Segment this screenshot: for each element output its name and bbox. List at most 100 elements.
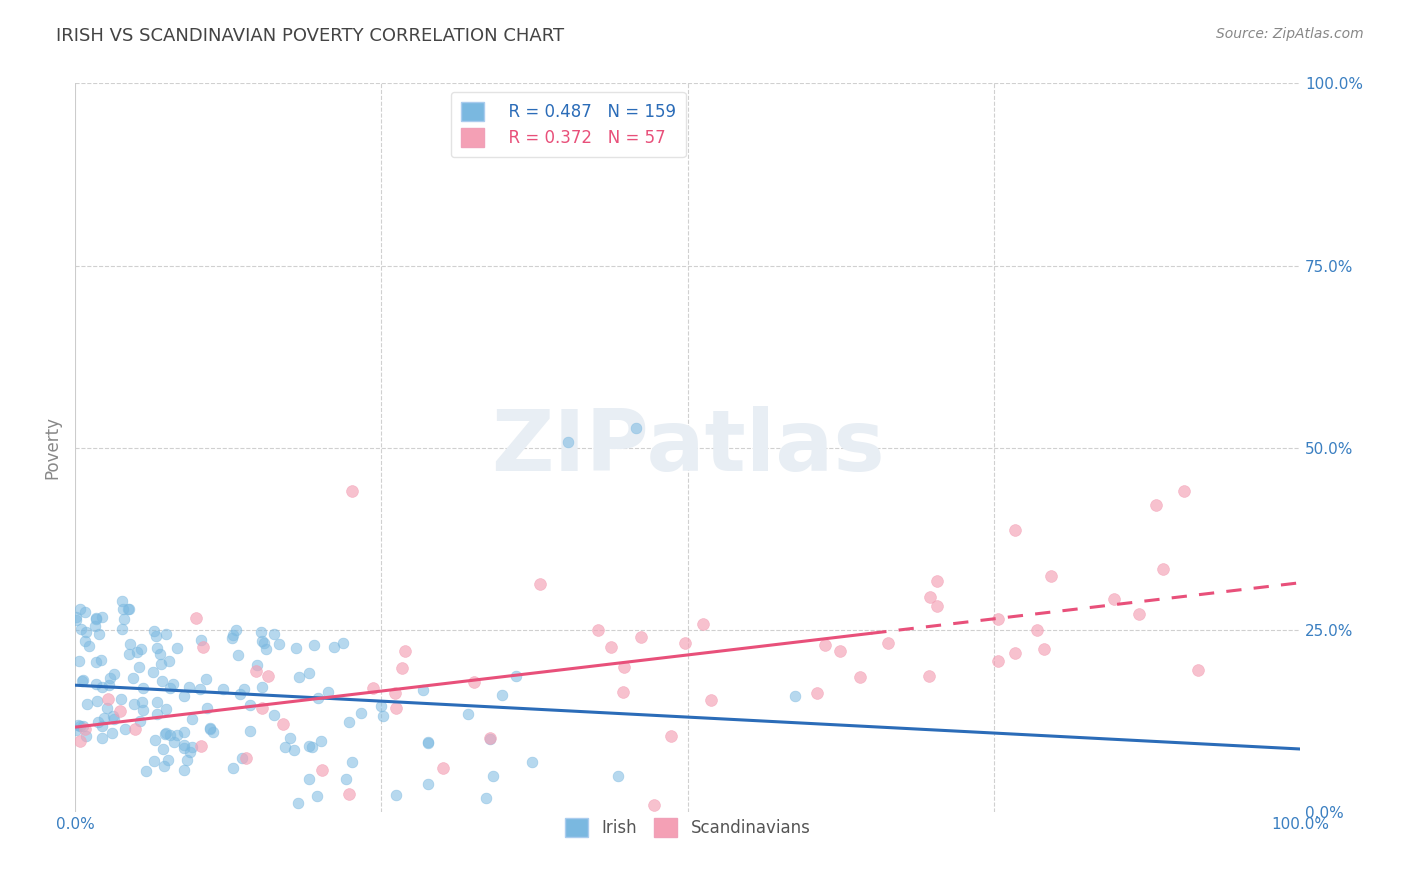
- Point: [806, 686, 828, 700]
- Point: [350, 706, 373, 720]
- Point: [166, 728, 188, 742]
- Point: [177, 680, 200, 694]
- Point: [179, 745, 201, 759]
- Point: [118, 648, 141, 662]
- Point: [385, 788, 408, 802]
- Point: [124, 723, 146, 737]
- Point: [111, 623, 134, 637]
- Point: [110, 704, 132, 718]
- Point: [249, 625, 271, 640]
- Point: [145, 629, 167, 643]
- Point: [134, 764, 156, 778]
- Point: [370, 699, 392, 714]
- Point: [479, 731, 502, 746]
- Text: IRISH VS SCANDINAVIAN POVERTY CORRELATION CHART: IRISH VS SCANDINAVIAN POVERTY CORRELATIO…: [56, 27, 564, 45]
- Point: [86, 694, 108, 708]
- Point: [84, 611, 107, 625]
- Point: [285, 641, 308, 656]
- Point: [482, 769, 505, 783]
- Point: [87, 715, 110, 730]
- Point: [201, 725, 224, 739]
- Text: Source: ZipAtlas.com: Source: ZipAtlas.com: [1216, 27, 1364, 41]
- Point: [918, 669, 941, 683]
- Point: [163, 734, 186, 748]
- Point: [70, 622, 93, 636]
- Point: [673, 636, 696, 650]
- Point: [103, 712, 125, 726]
- Point: [624, 420, 647, 434]
- Point: [612, 685, 634, 699]
- Text: ZIPatlas: ZIPatlas: [491, 406, 884, 489]
- Point: [121, 671, 143, 685]
- Point: [274, 740, 297, 755]
- Point: [91, 719, 114, 733]
- Point: [77, 640, 100, 654]
- Point: [391, 661, 413, 675]
- Point: [1144, 499, 1167, 513]
- Point: [157, 654, 180, 668]
- Point: [181, 712, 204, 726]
- Point: [111, 601, 134, 615]
- Point: [1173, 484, 1195, 499]
- Point: [288, 670, 311, 684]
- Point: [263, 627, 285, 641]
- Point: [112, 612, 135, 626]
- Point: [607, 769, 630, 783]
- Point: [232, 681, 254, 696]
- Point: [785, 689, 807, 703]
- Point: [75, 625, 97, 640]
- Y-axis label: Poverty: Poverty: [44, 417, 60, 479]
- Point: [125, 645, 148, 659]
- Point: [307, 789, 329, 804]
- Point: [195, 672, 218, 686]
- Point: [529, 577, 551, 591]
- Point: [416, 777, 439, 791]
- Point: [87, 627, 110, 641]
- Point: [987, 654, 1010, 668]
- Point: [149, 648, 172, 662]
- Point: [145, 706, 167, 721]
- Point: [339, 715, 361, 730]
- Point: [522, 755, 544, 769]
- Point: [250, 701, 273, 715]
- Point: [316, 685, 339, 699]
- Point: [120, 637, 142, 651]
- Point: [298, 772, 321, 786]
- Point: [143, 732, 166, 747]
- Point: [110, 692, 132, 706]
- Point: [361, 681, 384, 695]
- Point: [250, 680, 273, 694]
- Point: [93, 711, 115, 725]
- Point: [152, 759, 174, 773]
- Point: [198, 721, 221, 735]
- Point: [394, 644, 416, 658]
- Point: [91, 731, 114, 746]
- Point: [273, 717, 295, 731]
- Point: [1004, 524, 1026, 538]
- Point: [72, 719, 94, 733]
- Point: [311, 763, 333, 777]
- Point: [162, 677, 184, 691]
- Point: [253, 635, 276, 649]
- Point: [198, 723, 221, 737]
- Point: [173, 690, 195, 704]
- Point: [263, 707, 285, 722]
- Point: [72, 673, 94, 687]
- Point: [505, 669, 527, 683]
- Point: [1128, 607, 1150, 621]
- Point: [150, 674, 173, 689]
- Point: [65, 723, 87, 738]
- Point: [457, 706, 479, 721]
- Point: [1004, 646, 1026, 660]
- Point: [155, 627, 177, 641]
- Point: [877, 636, 900, 650]
- Point: [278, 731, 301, 745]
- Point: [91, 680, 114, 694]
- Point: [70, 673, 93, 688]
- Point: [132, 681, 155, 695]
- Point: [190, 739, 212, 754]
- Point: [75, 723, 97, 737]
- Point: [84, 655, 107, 669]
- Point: [184, 611, 207, 625]
- Point: [222, 761, 245, 775]
